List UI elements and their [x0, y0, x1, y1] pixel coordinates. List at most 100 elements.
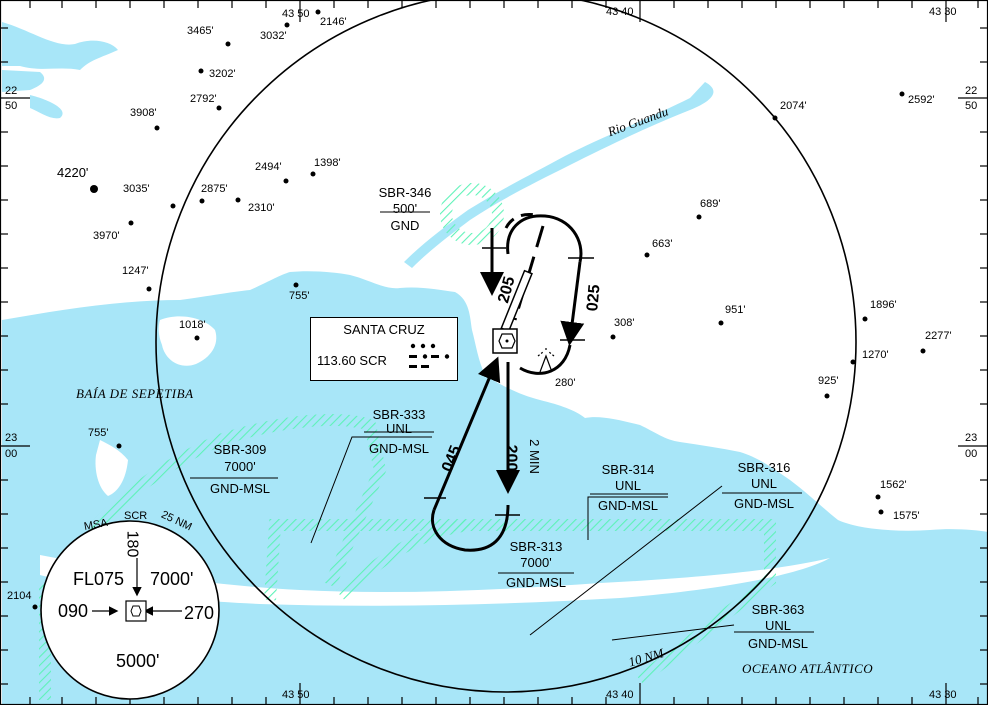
- lon-label-bottom-2: 43 40: [606, 689, 634, 701]
- airspace-upper: 500': [392, 201, 418, 216]
- hold-entry-dashes: [504, 213, 541, 229]
- elev-label-major: 4220': [57, 165, 89, 180]
- lat-label-left-1-min: 50: [5, 100, 18, 112]
- lat-label-right-1-min: 50: [965, 100, 978, 112]
- airspace-id: SBR-333: [372, 407, 426, 422]
- elev-label: 3908': [130, 107, 157, 119]
- elev-label: 1896': [870, 299, 897, 311]
- msa-ident: SCR: [124, 510, 148, 522]
- elev-label: 3035': [123, 183, 150, 195]
- hold-turn-south: [519, 344, 572, 375]
- sbr-346-ring: [440, 183, 504, 245]
- sbr-313-area: [336, 519, 471, 600]
- lon-label-top-3: 43 30: [929, 6, 957, 18]
- airspace-upper: UNL: [750, 476, 778, 491]
- airspace-lower: GND-MSL: [748, 636, 808, 651]
- ocean-strip: [2, 610, 988, 705]
- holding-pattern-lower: [431, 356, 520, 552]
- airspace-upper: 7000': [224, 459, 256, 474]
- elev-label: 1398': [314, 157, 341, 169]
- small-inlet: [30, 95, 63, 119]
- elev-label: 1575': [893, 510, 920, 522]
- elev-label: 755': [289, 290, 310, 302]
- lon-label-bottom-3: 43 30: [929, 689, 957, 701]
- elev-label: 308': [614, 317, 635, 329]
- lower-leg-ticks: [424, 497, 520, 516]
- lon-label-top-2: 43 40: [606, 6, 634, 18]
- airspace-id: SBR-363: [751, 602, 805, 617]
- lower-inbound-leg: [432, 356, 501, 511]
- navaid-info-box[interactable]: SANTA CRUZ 113.60 SCR: [310, 317, 458, 381]
- airspace-lower: GND-MSL: [598, 498, 658, 513]
- airspace-upper: 7000': [520, 555, 552, 570]
- bottom-ticks: [29, 683, 979, 705]
- airspace-upper: UNL: [614, 478, 642, 493]
- vor-dme-icon[interactable]: [492, 328, 518, 354]
- airspace-id: SBR-314: [601, 462, 655, 477]
- msa-bearing-east: 270: [184, 603, 215, 623]
- elev-label: 3032': [260, 30, 287, 42]
- obstacle-icon: [537, 348, 555, 373]
- lower-outbound-course: 200: [502, 444, 520, 472]
- elev-label: 1018': [179, 319, 206, 331]
- airspace-lower: GND-MSL: [734, 496, 794, 511]
- msa-bearing-north: 180: [123, 530, 141, 558]
- elev-label: 2146': [320, 16, 347, 28]
- lat-label-right-2-deg: 23: [965, 432, 978, 444]
- elev-label: 689': [700, 198, 721, 210]
- navaid-name: SANTA CRUZ: [343, 322, 425, 337]
- elev-label: 2310': [248, 202, 275, 214]
- left-peninsula: [95, 440, 128, 496]
- elev-label: 925': [818, 375, 839, 387]
- airspace-id: SBR-346: [378, 185, 432, 200]
- hold-inbound-leg: [560, 261, 585, 346]
- lat-label-right-2-min: 00: [965, 448, 978, 460]
- airspace-lower: GND-MSL: [506, 575, 566, 590]
- inlet-upper: [2, 70, 45, 92]
- top-ticks: [29, 0, 979, 22]
- river-guandu: [404, 82, 714, 268]
- elev-label: 1562': [880, 479, 907, 491]
- airspace-id: SBR-316: [737, 460, 791, 475]
- elev-label: 951': [725, 304, 746, 316]
- elev-label: 3202': [209, 68, 236, 80]
- msa-sector-south: 5000': [116, 651, 160, 671]
- elev-label: 755': [88, 427, 109, 439]
- airspace-lower: GND-MSL: [369, 441, 429, 456]
- lon-label-bottom-1: 43 50: [282, 689, 310, 701]
- elev-label: 2592': [908, 94, 935, 106]
- hold-leg-time: 2 MIN: [526, 439, 542, 474]
- right-ticks: [958, 27, 988, 685]
- bay-label: BAÍA DE SEPETIBA: [76, 386, 194, 401]
- elev-label: 2104: [7, 590, 32, 602]
- lon-label-top-1: 43 50: [282, 8, 310, 20]
- hold-turn-north: [506, 214, 583, 263]
- lat-label-left-2-deg: 23: [5, 432, 18, 444]
- hold-inbound-course: 025: [584, 283, 604, 312]
- leader-lines: [190, 211, 814, 641]
- leader-sbr-316: [529, 485, 723, 636]
- elev-label: 3970': [93, 230, 120, 242]
- top-left-inlet: [2, 22, 118, 70]
- lower-turn: [431, 504, 510, 552]
- range-ring-10nm: [155, 0, 857, 693]
- airspace-upper: UNL: [764, 618, 792, 633]
- airspace-id: SBR-309: [213, 442, 267, 457]
- elev-label: 3465': [187, 25, 214, 37]
- msa-diagram: [40, 520, 220, 700]
- airspace-lower: GND-MSL: [210, 481, 270, 496]
- msa-bearing-west: 090: [58, 601, 89, 621]
- airspace-id: SBR-313: [509, 539, 563, 554]
- elev-label: 663': [652, 238, 673, 250]
- msa-sector-north-right: 7000': [150, 569, 194, 589]
- airspace-lower: GND: [390, 218, 420, 233]
- elev-label: 2277': [925, 330, 952, 342]
- shore-strip-white: [40, 555, 830, 606]
- msa-center-navaid: [125, 600, 147, 622]
- msa-sector-north-left: FL075: [73, 569, 125, 589]
- elev-label: 2074': [780, 100, 807, 112]
- left-ticks: [0, 27, 30, 685]
- hold-leg-ticks: [482, 247, 594, 341]
